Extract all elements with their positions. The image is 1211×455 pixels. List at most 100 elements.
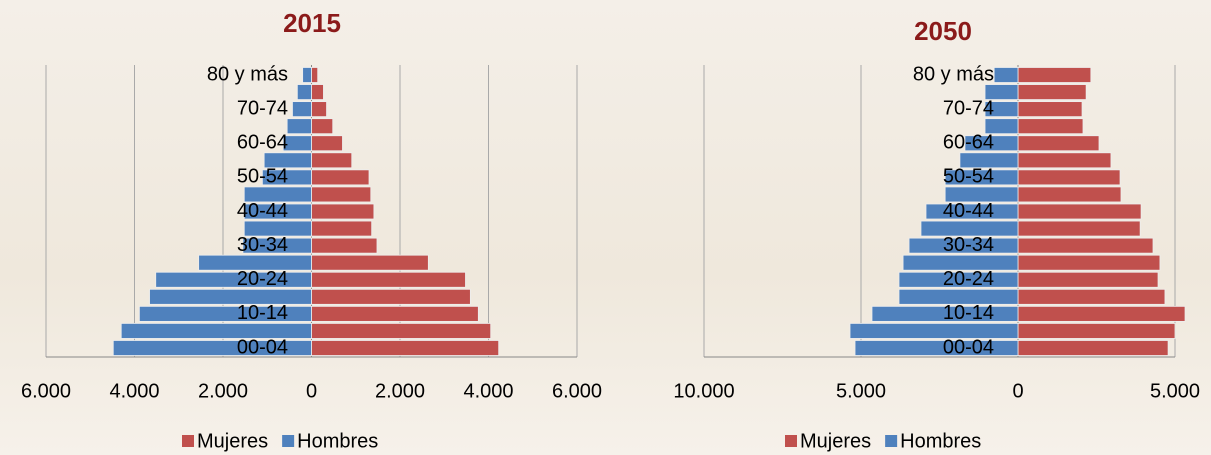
y-tick-label: 70-74 [943, 97, 994, 119]
bar [1017, 237, 1154, 254]
bar [925, 203, 1019, 220]
legend-swatch [282, 435, 295, 447]
bar [1017, 67, 1092, 83]
bar [902, 254, 1019, 271]
chart-title: 2050 [914, 16, 972, 46]
bar [1017, 135, 1100, 152]
bar [1017, 203, 1142, 220]
y-tick-label: 30-34 [237, 234, 288, 256]
legend-label: Hombres [900, 430, 981, 452]
bar [920, 220, 1019, 237]
y-tick-label: 80 y más [207, 63, 288, 85]
bar [155, 271, 312, 288]
bar [282, 135, 312, 152]
x-tick-label: 5.000 [836, 380, 886, 402]
bar [964, 135, 1019, 152]
x-tick-label: 0 [1012, 380, 1023, 402]
x-tick-label: 6.000 [552, 380, 602, 402]
bar [984, 101, 1019, 118]
bar [311, 254, 429, 271]
bar [908, 237, 1019, 254]
y-tick-label: 70-74 [237, 97, 288, 119]
x-tick-label: 2.000 [375, 380, 425, 402]
bar [1017, 288, 1166, 305]
y-tick-label: 60-64 [943, 132, 994, 154]
bar [311, 203, 375, 220]
bar [242, 237, 312, 254]
x-tick-label: 2.000 [198, 380, 248, 402]
bar [1017, 118, 1084, 135]
y-tick-label: 10-14 [237, 302, 288, 324]
bar [311, 169, 370, 186]
bar [1017, 186, 1122, 203]
bar [198, 254, 312, 271]
bar [854, 340, 1019, 356]
y-tick-label: 40-44 [943, 200, 994, 222]
bar [243, 186, 312, 203]
y-tick-label: 10-14 [943, 302, 994, 324]
bar [1017, 152, 1112, 169]
bar [984, 84, 1019, 100]
chart-title: 2015 [283, 8, 341, 38]
bar [286, 118, 312, 135]
bar [1017, 254, 1161, 271]
legend-label: Mujeres [800, 430, 871, 452]
bar [311, 135, 343, 152]
y-tick-label: 50-54 [943, 166, 994, 188]
legend-label: Hombres [297, 430, 378, 452]
bar [984, 118, 1019, 135]
bar [311, 237, 378, 254]
bar [296, 84, 312, 100]
bar [311, 101, 327, 118]
bar [944, 169, 1019, 186]
y-tick-label: 40-44 [237, 200, 288, 222]
bar [243, 203, 312, 220]
x-tick-label: 5.000 [1150, 380, 1200, 402]
bar [120, 323, 312, 339]
bar [1017, 220, 1141, 237]
bar [263, 152, 312, 169]
bar [311, 271, 466, 288]
bar [898, 271, 1019, 288]
bar [311, 323, 492, 339]
bar [243, 220, 312, 237]
bar [311, 288, 471, 305]
bar [898, 288, 1019, 305]
bar [1017, 84, 1087, 100]
y-tick-label: 50-54 [237, 166, 288, 188]
bar [311, 186, 372, 203]
bar [849, 323, 1019, 339]
bar [311, 67, 319, 83]
y-tick-label: 80 y más [913, 63, 994, 85]
legend-swatch [785, 435, 797, 447]
bar [1017, 271, 1159, 288]
bar [1017, 305, 1186, 322]
x-tick-label: 10.000 [673, 380, 734, 402]
bar [1017, 169, 1121, 186]
bar [311, 220, 373, 237]
y-tick-label: 00-04 [237, 336, 288, 358]
y-tick-label: 00-04 [943, 336, 994, 358]
bar [311, 340, 500, 356]
y-tick-label: 60-64 [237, 132, 288, 154]
legend-swatch [885, 435, 898, 447]
y-tick-label: 20-24 [943, 268, 994, 290]
x-tick-label: 4.000 [109, 380, 159, 402]
legend-swatch [182, 435, 194, 447]
x-tick-label: 0 [306, 380, 317, 402]
bar [871, 305, 1019, 322]
bar [311, 84, 324, 100]
bar [1017, 340, 1169, 356]
bar [1017, 101, 1083, 118]
bar [1017, 323, 1176, 339]
bar [311, 305, 479, 322]
y-tick-label: 30-34 [943, 234, 994, 256]
bar [261, 169, 312, 186]
bar [311, 118, 334, 135]
x-tick-label: 4.000 [463, 380, 513, 402]
y-tick-label: 20-24 [237, 268, 288, 290]
legend-label: Mujeres [197, 430, 268, 452]
bar [292, 101, 312, 118]
